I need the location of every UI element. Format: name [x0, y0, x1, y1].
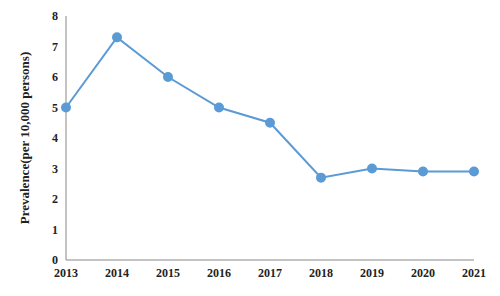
svg-text:0: 0 [52, 253, 58, 267]
svg-text:8: 8 [52, 9, 58, 23]
svg-text:1: 1 [52, 223, 58, 237]
svg-text:7: 7 [52, 40, 58, 54]
svg-text:2019: 2019 [360, 266, 384, 280]
svg-text:4: 4 [52, 131, 58, 145]
svg-text:3: 3 [52, 162, 58, 176]
svg-text:2016: 2016 [207, 266, 231, 280]
svg-text:2: 2 [52, 192, 58, 206]
svg-text:2014: 2014 [105, 266, 129, 280]
svg-text:2015: 2015 [156, 266, 180, 280]
svg-text:6: 6 [52, 70, 58, 84]
svg-text:2021: 2021 [462, 266, 486, 280]
svg-text:Prevalence(per 10,000 persons): Prevalence(per 10,000 persons) [17, 52, 32, 224]
svg-text:2020: 2020 [411, 266, 435, 280]
svg-text:5: 5 [52, 101, 58, 115]
svg-text:2018: 2018 [309, 266, 333, 280]
svg-text:2013: 2013 [54, 266, 78, 280]
svg-text:2017: 2017 [258, 266, 282, 280]
